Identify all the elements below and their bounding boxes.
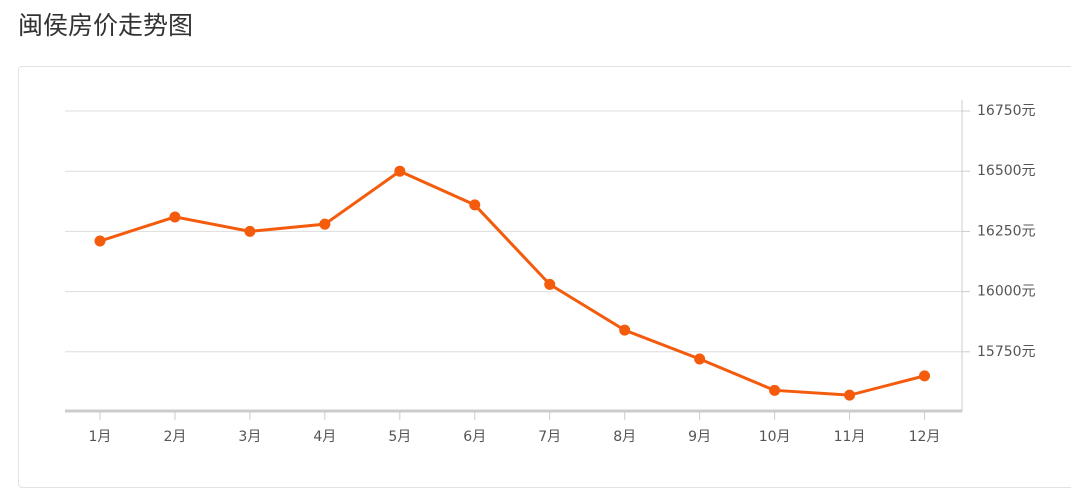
x-tick-label: 6月 — [463, 429, 486, 445]
y-tick-label: 16250元 — [977, 223, 1036, 239]
x-tick-label: 7月 — [538, 429, 561, 445]
x-tick-label: 5月 — [388, 429, 411, 445]
point — [694, 353, 706, 365]
y-tick-label: 16750元 — [977, 103, 1036, 119]
x-tick-label: 11月 — [834, 429, 866, 445]
y-tick-label: 16500元 — [977, 163, 1036, 179]
x-tick-label: 9月 — [688, 429, 711, 445]
x-tick-label: 8月 — [613, 429, 636, 445]
point — [394, 165, 406, 177]
x-tick-label: 12月 — [909, 429, 941, 445]
point — [469, 199, 481, 211]
point — [919, 370, 931, 382]
page: 闽侯房价走势图 15750元 16000元 16250元 16500元 16750元 1月… — [18, 11, 1071, 488]
point — [844, 389, 856, 401]
x-tick-label: 4月 — [313, 429, 336, 445]
point — [94, 235, 106, 247]
x-tick-label: 10月 — [759, 429, 791, 445]
y-tick-label: 16000元 — [977, 284, 1036, 300]
x-tick-label: 2月 — [163, 429, 186, 445]
point — [619, 324, 631, 336]
y-tick-label: 15750元 — [977, 344, 1036, 360]
point — [544, 278, 556, 290]
chart-title: 闽侯房价走势图 — [18, 11, 194, 40]
x-tick-label: 3月 — [238, 429, 261, 445]
point — [169, 211, 181, 223]
point — [769, 384, 781, 396]
x-tick-label: 1月 — [89, 429, 112, 445]
point — [244, 225, 256, 237]
point — [319, 218, 331, 230]
chart: 15750元 16000元 16250元 16500元 16750元 1月 2月 3月 4月 5月… — [65, 100, 1036, 445]
line — [99, 169, 925, 397]
